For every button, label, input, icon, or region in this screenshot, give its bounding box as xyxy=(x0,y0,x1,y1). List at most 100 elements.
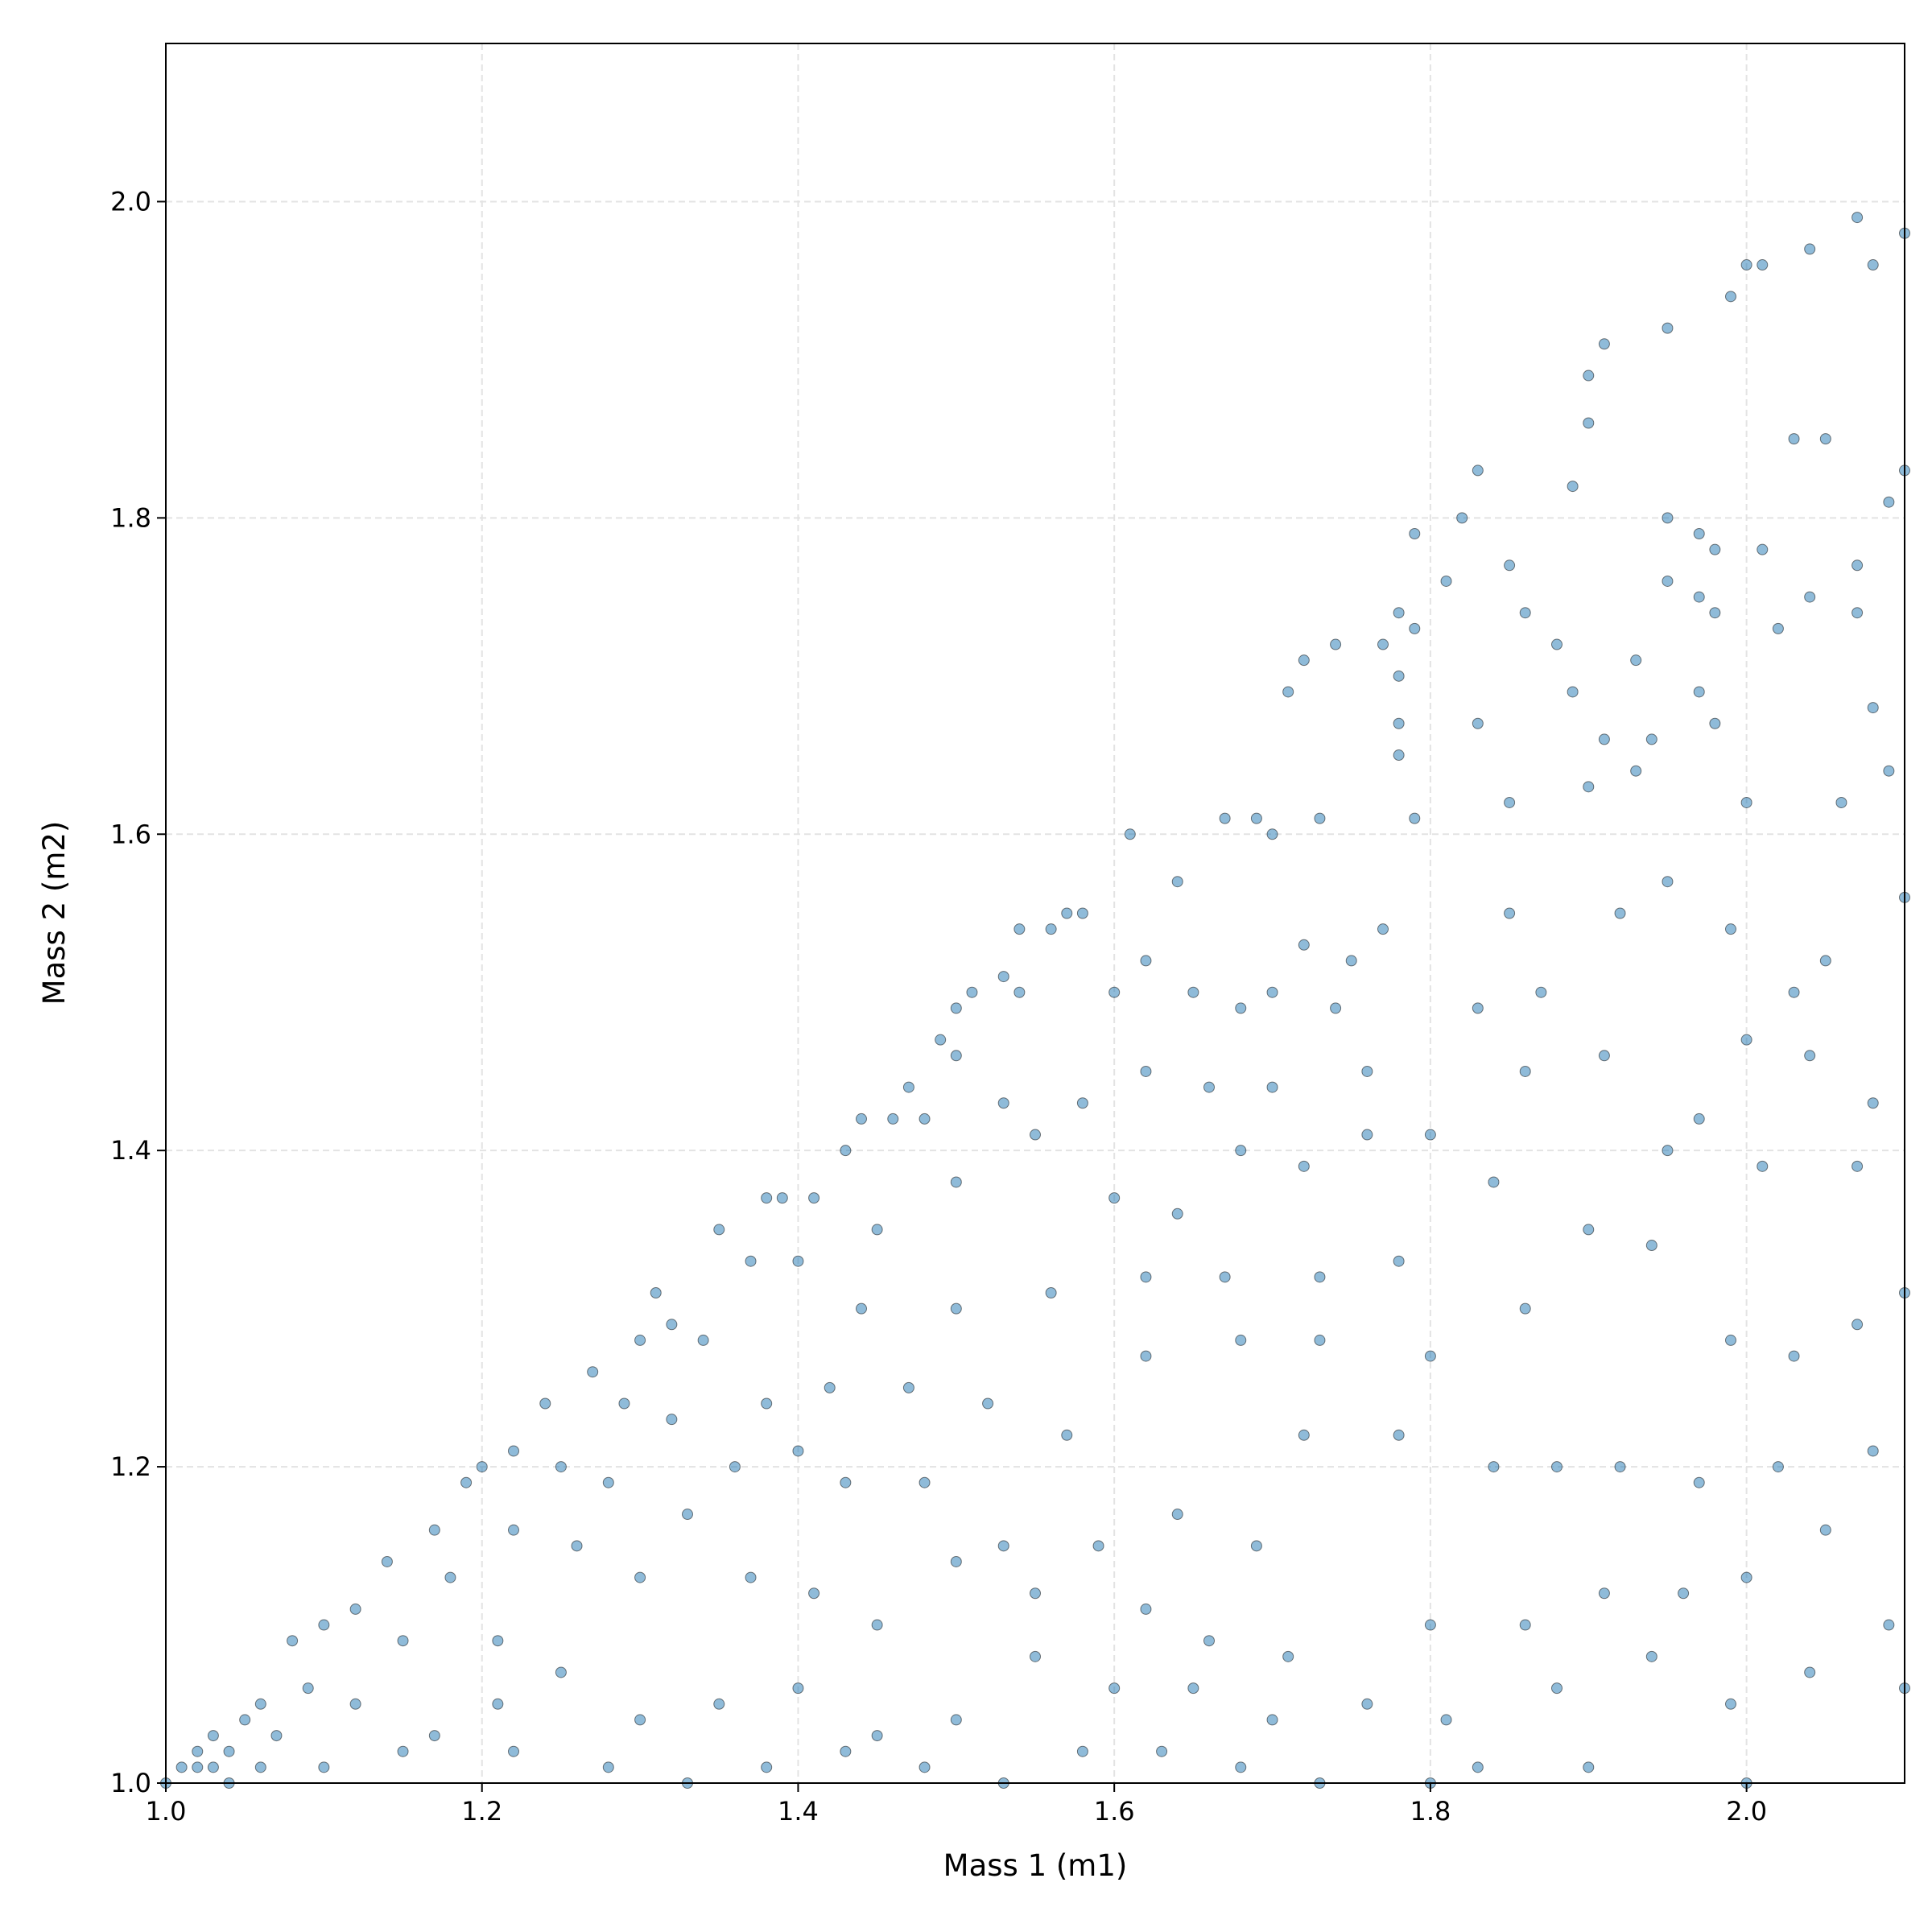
point xyxy=(1140,1065,1152,1077)
point xyxy=(1788,433,1800,445)
point xyxy=(1298,1160,1310,1172)
point xyxy=(729,1461,741,1473)
point xyxy=(682,1509,693,1521)
point xyxy=(1504,559,1516,572)
point xyxy=(1725,1698,1736,1710)
point xyxy=(1772,622,1784,634)
point xyxy=(1440,575,1452,587)
point xyxy=(602,1476,614,1488)
point xyxy=(1140,1271,1152,1283)
point xyxy=(1725,1334,1736,1346)
point xyxy=(1757,543,1769,555)
plot-frame xyxy=(165,43,1905,1784)
point xyxy=(1472,464,1484,477)
point xyxy=(666,1319,678,1331)
point xyxy=(1030,1129,1041,1141)
point xyxy=(492,1635,504,1647)
point xyxy=(318,1761,330,1773)
point xyxy=(1693,1476,1705,1488)
point xyxy=(1424,1619,1436,1631)
point xyxy=(1187,986,1199,998)
point xyxy=(1645,733,1657,745)
point xyxy=(745,1255,757,1267)
point xyxy=(318,1619,330,1631)
point xyxy=(745,1571,757,1583)
point xyxy=(1662,512,1674,524)
point xyxy=(1393,607,1405,619)
point xyxy=(1266,986,1278,998)
point xyxy=(1867,702,1879,714)
point xyxy=(1298,1429,1310,1441)
point xyxy=(1709,607,1721,619)
point xyxy=(1377,638,1389,650)
point xyxy=(1614,1461,1626,1473)
point xyxy=(1314,1334,1326,1346)
point xyxy=(1440,1714,1452,1726)
point xyxy=(1061,1429,1073,1441)
point xyxy=(1662,322,1674,334)
point xyxy=(1171,1208,1183,1220)
point xyxy=(1519,1065,1531,1077)
point xyxy=(1852,607,1864,619)
point xyxy=(1819,955,1831,967)
point xyxy=(476,1461,488,1473)
point xyxy=(1203,1635,1215,1647)
point xyxy=(1235,1145,1247,1157)
points xyxy=(160,212,1910,1789)
point xyxy=(761,1761,773,1773)
y-tick-label: 1.4 xyxy=(110,1135,151,1166)
point xyxy=(1298,654,1310,667)
point xyxy=(270,1730,283,1742)
point xyxy=(508,1745,519,1757)
point xyxy=(1393,1429,1405,1441)
point xyxy=(950,1002,962,1014)
point xyxy=(508,1524,519,1536)
y-axis-label: Mass 2 (m2) xyxy=(37,821,72,1005)
point xyxy=(950,1302,962,1315)
y-tick-label: 1.6 xyxy=(110,819,151,849)
point xyxy=(1203,1081,1215,1093)
point xyxy=(1472,1761,1484,1773)
point xyxy=(1219,812,1231,824)
point xyxy=(919,1761,931,1773)
point xyxy=(1709,717,1721,729)
point xyxy=(254,1698,266,1710)
x-tick-label: 1.0 xyxy=(146,1796,187,1827)
point xyxy=(982,1397,994,1410)
point xyxy=(1740,1034,1752,1046)
point xyxy=(1693,686,1705,698)
point xyxy=(1504,796,1516,808)
y-tick-label: 1.8 xyxy=(110,502,151,533)
point xyxy=(1076,907,1088,919)
x-tick-label: 2.0 xyxy=(1726,1796,1767,1827)
point xyxy=(1598,1587,1610,1600)
point xyxy=(1282,686,1294,698)
point xyxy=(1235,1761,1247,1773)
point xyxy=(1883,496,1895,508)
point xyxy=(792,1682,804,1695)
point xyxy=(950,1050,962,1062)
point xyxy=(1804,243,1816,255)
point xyxy=(508,1445,519,1457)
point xyxy=(1076,1745,1088,1757)
point xyxy=(1266,1081,1278,1093)
point xyxy=(1852,212,1864,224)
point xyxy=(1108,1192,1121,1204)
point xyxy=(1804,591,1816,603)
point xyxy=(697,1334,709,1346)
point xyxy=(950,1176,962,1188)
point xyxy=(223,1745,235,1757)
point xyxy=(1835,796,1847,808)
point xyxy=(1076,1097,1088,1109)
point xyxy=(1488,1461,1500,1473)
point xyxy=(1330,638,1342,650)
point xyxy=(792,1255,804,1267)
point xyxy=(1678,1587,1690,1600)
point xyxy=(1867,1097,1879,1109)
point xyxy=(444,1571,456,1583)
point xyxy=(1709,543,1721,555)
point xyxy=(1598,733,1610,745)
point xyxy=(1583,781,1595,793)
point xyxy=(1424,1350,1436,1362)
